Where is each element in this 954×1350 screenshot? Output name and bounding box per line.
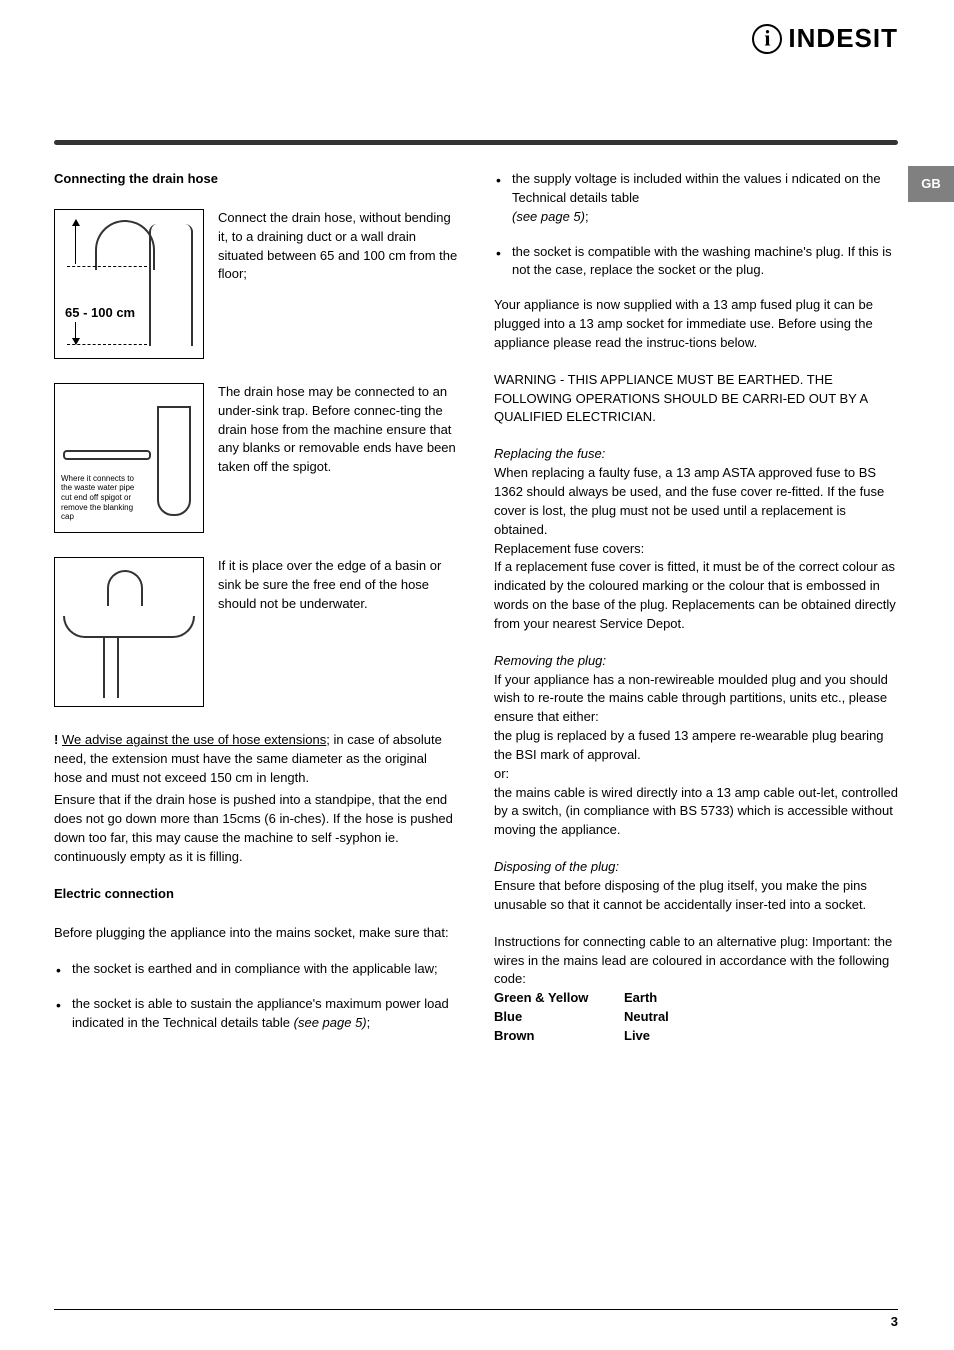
- bullet-voltage: the supply voltage is included within th…: [494, 170, 898, 227]
- wire-colour-table: Green & YellowEarth BlueNeutral BrownLiv…: [494, 989, 898, 1046]
- heading-replace-fuse: Replacing the fuse:: [494, 445, 898, 464]
- heading-dispose-plug: Disposing of the plug:: [494, 858, 898, 877]
- figure-row-2: Where it connects to the waste water pip…: [54, 383, 458, 533]
- left-column: Connecting the drain hose 65 - 100 cm Co…: [54, 170, 458, 1290]
- figure-3-text: If it is place over the edge of a basin …: [218, 557, 458, 707]
- page-number: 3: [891, 1313, 898, 1332]
- plug-text-3: the mains cable is wired directly into a…: [494, 784, 898, 841]
- alt-plug-intro: Instructions for connecting cable to an …: [494, 933, 898, 990]
- warning-icon: !: [54, 732, 58, 747]
- figure-sink-trap: Where it connects to the waste water pip…: [54, 383, 204, 533]
- page: INDESIT GB Connecting the drain hose 65 …: [0, 0, 954, 1350]
- right-column: the supply voltage is included within th…: [494, 170, 898, 1290]
- figure-2-text: The drain hose may be connected to an un…: [218, 383, 458, 533]
- footer-rule: [54, 1309, 898, 1310]
- warning-underlined: We advise against the use of hose extens…: [62, 732, 326, 747]
- dispose-text: Ensure that before disposing of the plug…: [494, 877, 898, 915]
- heading-electric: Electric connection: [54, 885, 458, 904]
- logo-icon: [752, 24, 782, 54]
- earth-warning: WARNING - THIS APPLIANCE MUST BE EARTHED…: [494, 371, 898, 428]
- bullet-socket-compat: the socket is compatible with the washin…: [494, 243, 898, 281]
- content-columns: Connecting the drain hose 65 - 100 cm Co…: [54, 170, 898, 1290]
- logo-text: INDESIT: [788, 20, 898, 58]
- fuse-text-2: Replacement fuse covers:: [494, 540, 898, 559]
- header-rule: [54, 140, 898, 145]
- wire-colour-3: Brown: [494, 1027, 624, 1046]
- wire-colour-1: Green & Yellow: [494, 989, 624, 1008]
- figure-2-caption: Where it connects to the waste water pip…: [61, 474, 139, 522]
- fuse-text-3: If a replacement fuse cover is fitted, i…: [494, 558, 898, 633]
- figure-basin-edge: [54, 557, 204, 707]
- language-tab: GB: [908, 166, 954, 202]
- wire-value-3: Live: [624, 1027, 898, 1046]
- bullet-power-load: the socket is able to sustain the applia…: [54, 995, 458, 1033]
- electric-intro: Before plugging the appliance into the m…: [54, 924, 458, 943]
- figure-1-label: 65 - 100 cm: [65, 304, 135, 323]
- electric-bullets-left: the socket is earthed and in compliance …: [54, 960, 458, 1033]
- wire-value-2: Neutral: [624, 1008, 898, 1027]
- plug-text-1: If your appliance has a non-rewireable m…: [494, 671, 898, 728]
- heading-drain-hose: Connecting the drain hose: [54, 170, 458, 189]
- plug-or: or:: [494, 765, 898, 784]
- fuse-text-1: When replacing a faulty fuse, a 13 amp A…: [494, 464, 898, 539]
- figure-1-text: Connect the drain hose, without bending …: [218, 209, 458, 359]
- fused-plug-note: Your appliance is now supplied with a 13…: [494, 296, 898, 353]
- heading-remove-plug: Removing the plug:: [494, 652, 898, 671]
- figure-row-1: 65 - 100 cm Connect the drain hose, with…: [54, 209, 458, 359]
- plug-text-2: the plug is replaced by a fused 13 amper…: [494, 727, 898, 765]
- electric-bullets-right: the supply voltage is included within th…: [494, 170, 898, 280]
- hose-extension-warning: ! We advise against the use of hose exte…: [54, 731, 458, 788]
- brand-logo: INDESIT: [752, 20, 898, 58]
- standpipe-note: Ensure that if the drain hose is pushed …: [54, 791, 458, 866]
- bullet-earthed: the socket is earthed and in compliance …: [54, 960, 458, 979]
- wire-colour-2: Blue: [494, 1008, 624, 1027]
- figure-row-3: If it is place over the edge of a basin …: [54, 557, 458, 707]
- figure-drain-height: 65 - 100 cm: [54, 209, 204, 359]
- wire-value-1: Earth: [624, 989, 898, 1008]
